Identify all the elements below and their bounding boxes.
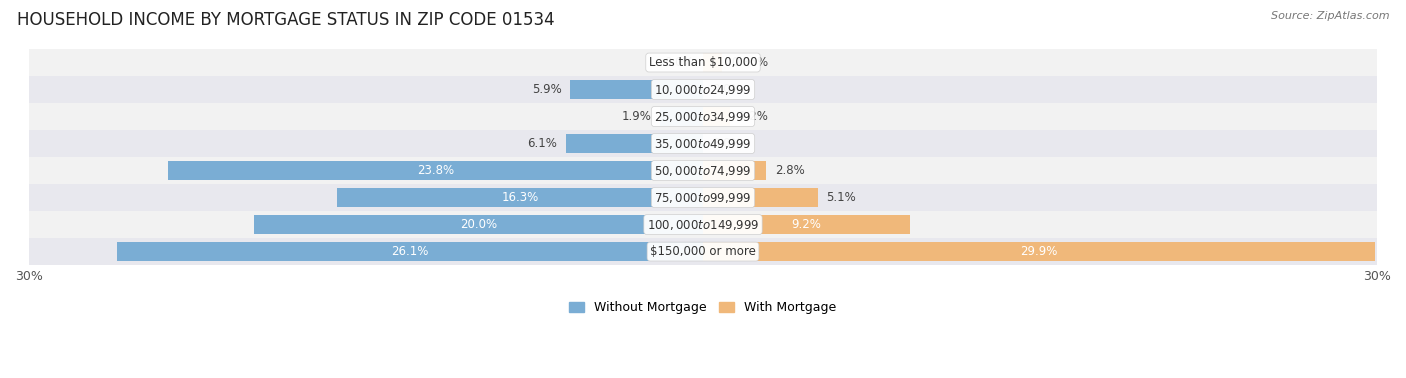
Bar [567,134,703,153]
Text: 0.0%: 0.0% [665,56,695,69]
Text: 0.0%: 0.0% [711,137,741,150]
Text: $10,000 to $24,999: $10,000 to $24,999 [654,82,752,96]
Bar [703,107,730,126]
Text: $50,000 to $74,999: $50,000 to $74,999 [654,164,752,178]
Bar [337,188,703,207]
Bar [703,161,766,180]
Bar [30,238,1376,265]
Bar [30,76,1376,103]
Text: 1.9%: 1.9% [621,110,651,123]
Text: 0.0%: 0.0% [711,83,741,96]
Text: 1.2%: 1.2% [740,110,769,123]
Text: 9.2%: 9.2% [792,218,821,231]
Text: 29.9%: 29.9% [1021,245,1057,258]
Text: 26.1%: 26.1% [391,245,429,258]
Text: 23.8%: 23.8% [418,164,454,177]
Text: Source: ZipAtlas.com: Source: ZipAtlas.com [1271,11,1389,21]
Text: $35,000 to $49,999: $35,000 to $49,999 [654,136,752,150]
Bar [571,80,703,99]
Text: 16.3%: 16.3% [502,191,538,204]
Bar [253,215,703,234]
Bar [117,242,703,261]
Text: 5.1%: 5.1% [827,191,856,204]
Text: $150,000 or more: $150,000 or more [650,245,756,258]
Bar [30,103,1376,130]
Text: 6.1%: 6.1% [527,137,557,150]
Text: 2.8%: 2.8% [775,164,804,177]
Legend: Without Mortgage, With Mortgage: Without Mortgage, With Mortgage [564,296,842,319]
Text: 20.0%: 20.0% [460,218,496,231]
Bar [30,184,1376,211]
Bar [703,215,910,234]
Bar [169,161,703,180]
Bar [30,211,1376,238]
Bar [703,188,818,207]
Bar [703,242,1375,261]
Text: Less than $10,000: Less than $10,000 [648,56,758,69]
Text: $75,000 to $99,999: $75,000 to $99,999 [654,191,752,204]
Bar [703,53,723,72]
Text: $25,000 to $34,999: $25,000 to $34,999 [654,110,752,124]
Bar [30,49,1376,76]
Bar [30,157,1376,184]
Text: 0.86%: 0.86% [731,56,769,69]
Bar [30,130,1376,157]
Bar [661,107,703,126]
Text: 5.9%: 5.9% [531,83,561,96]
Text: HOUSEHOLD INCOME BY MORTGAGE STATUS IN ZIP CODE 01534: HOUSEHOLD INCOME BY MORTGAGE STATUS IN Z… [17,11,554,29]
Text: $100,000 to $149,999: $100,000 to $149,999 [647,218,759,232]
